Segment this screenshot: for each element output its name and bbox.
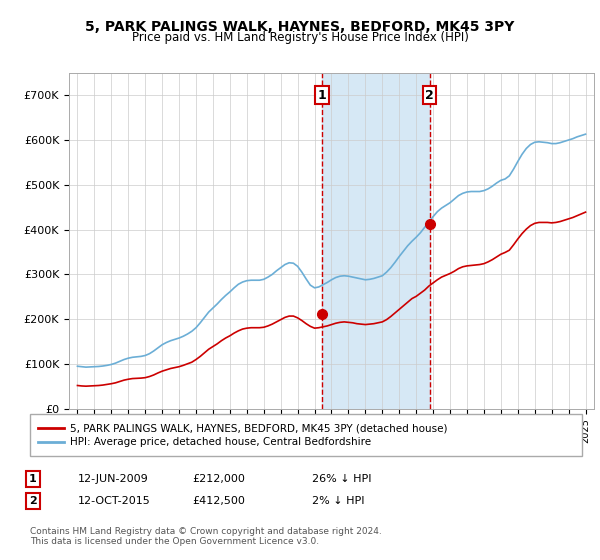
Text: 1: 1 <box>318 88 326 102</box>
Legend: 5, PARK PALINGS WALK, HAYNES, BEDFORD, MK45 3PY (detached house), HPI: Average p: 5, PARK PALINGS WALK, HAYNES, BEDFORD, M… <box>35 420 450 451</box>
Bar <box>322 73 430 409</box>
Text: 2: 2 <box>425 88 434 102</box>
Text: 12-JUN-2009: 12-JUN-2009 <box>78 474 149 484</box>
Text: 5, PARK PALINGS WALK, HAYNES, BEDFORD, MK45 3PY: 5, PARK PALINGS WALK, HAYNES, BEDFORD, M… <box>85 20 515 34</box>
Text: Price paid vs. HM Land Registry's House Price Index (HPI): Price paid vs. HM Land Registry's House … <box>131 31 469 44</box>
FancyBboxPatch shape <box>30 414 582 456</box>
Text: 2: 2 <box>29 496 37 506</box>
Text: £212,000: £212,000 <box>192 474 245 484</box>
Text: £412,500: £412,500 <box>192 496 245 506</box>
Text: 12-OCT-2015: 12-OCT-2015 <box>78 496 151 506</box>
Text: 26% ↓ HPI: 26% ↓ HPI <box>312 474 371 484</box>
Text: Contains HM Land Registry data © Crown copyright and database right 2024.
This d: Contains HM Land Registry data © Crown c… <box>30 526 382 546</box>
Text: 2% ↓ HPI: 2% ↓ HPI <box>312 496 365 506</box>
Text: 1: 1 <box>29 474 37 484</box>
